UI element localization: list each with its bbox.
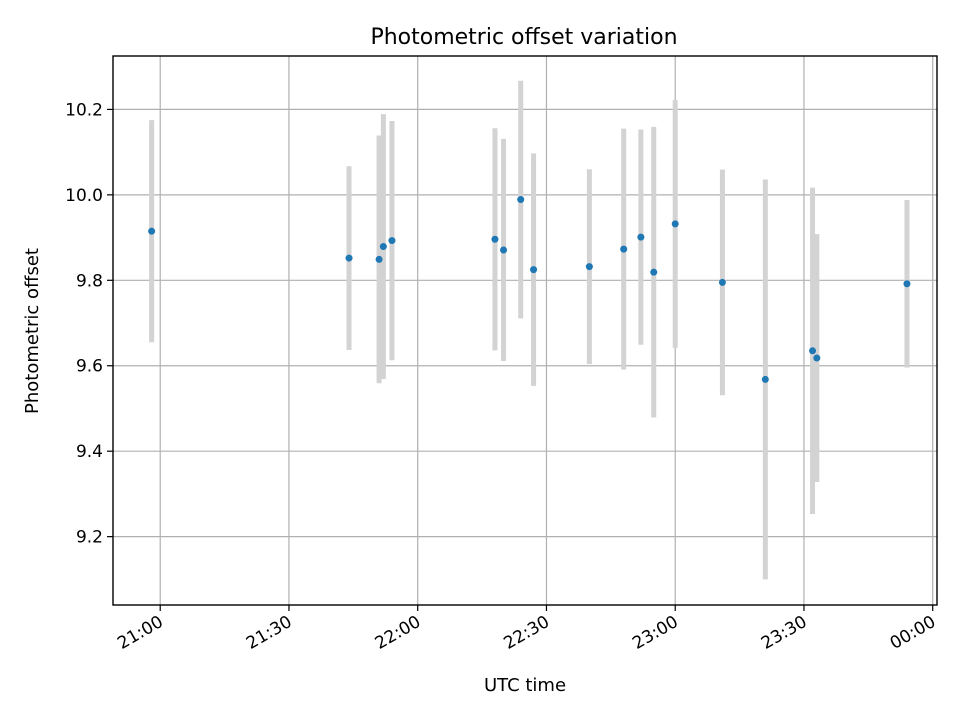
error-bars	[149, 80, 910, 580]
data-point	[620, 245, 628, 253]
x-tick-label: 21:00	[114, 612, 166, 654]
x-axis-ticks: 21:00 21:30 22:00 22:30 23:00 23:30 00:00	[114, 605, 939, 654]
y-tick-label: 10.0	[65, 186, 103, 206]
data-point	[517, 196, 525, 204]
x-tick-label: 22:00	[372, 612, 424, 654]
x-tick-label: 23:00	[629, 612, 681, 654]
data-point	[148, 227, 156, 235]
data-point	[637, 233, 645, 241]
data-point	[388, 237, 396, 245]
x-tick-label: 21:30	[243, 612, 295, 654]
data-point	[530, 266, 538, 274]
y-axis-ticks: 9.2 9.4 9.6 9.8 10.0 10.2	[65, 100, 113, 548]
data-point	[671, 220, 679, 228]
x-tick-label: 00:00	[887, 612, 939, 654]
plot-frame	[112, 55, 938, 606]
y-axis-label: Photometric offset	[22, 248, 43, 414]
x-tick-label: 22:30	[501, 612, 553, 654]
data-point	[375, 255, 383, 263]
y-tick-label: 9.4	[76, 442, 103, 462]
y-tick-label: 9.2	[76, 528, 103, 548]
data-point	[813, 354, 821, 362]
data-points	[148, 196, 911, 383]
data-point	[379, 243, 387, 251]
data-point	[718, 278, 726, 286]
data-point	[809, 347, 817, 355]
data-point	[903, 280, 911, 288]
y-tick-label: 9.8	[76, 271, 103, 291]
data-point	[585, 263, 593, 271]
y-tick-label: 10.2	[65, 100, 103, 120]
chart-title: Photometric offset variation	[370, 25, 677, 50]
data-point	[500, 246, 508, 254]
x-axis-label: UTC time	[484, 675, 566, 696]
data-point	[345, 254, 353, 262]
y-tick-label: 9.6	[76, 357, 103, 377]
x-tick-label: 23:30	[758, 612, 810, 654]
data-point	[761, 375, 769, 383]
data-point	[650, 268, 658, 276]
data-point	[491, 235, 499, 243]
